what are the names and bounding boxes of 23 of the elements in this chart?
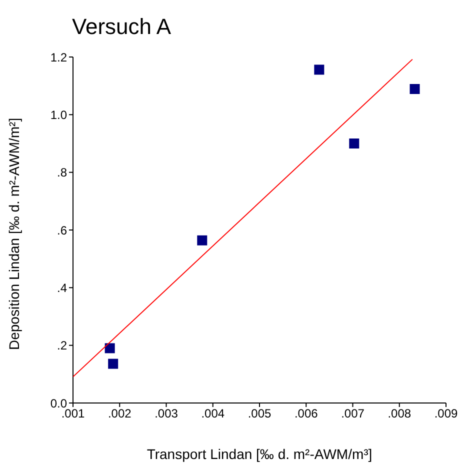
point [104,343,115,354]
x-axis-title: Transport Lindan [‰ d. m²-AWM/m³] [146,446,372,462]
x-tick-label: .006 [294,406,318,421]
chart-title: Versuch A [72,14,172,40]
y-tick-label: 1.2 [50,50,68,64]
x-tick-label: .004 [201,406,225,421]
point [197,235,208,246]
x-tick-label: .009 [434,406,458,421]
y-axis-title: Deposition Lindan [‰ d. m²-AWM/m²] [6,118,22,350]
x-tick-label: .002 [108,406,132,421]
point [314,64,324,75]
point [349,138,360,148]
x-tick-label: .003 [154,406,178,421]
x-tick-label: .007 [341,406,365,421]
y-tick-label: .6 [56,223,68,238]
y-tick-label: 1.0 [50,108,68,122]
y-tick-label: .2 [56,338,68,353]
y-tick-label: .8 [56,166,68,180]
x-tick-label: .005 [248,406,272,421]
y-tick-label: .4 [56,280,68,295]
point [410,84,420,94]
point [108,358,118,369]
x-tick-label: .008 [388,406,412,421]
